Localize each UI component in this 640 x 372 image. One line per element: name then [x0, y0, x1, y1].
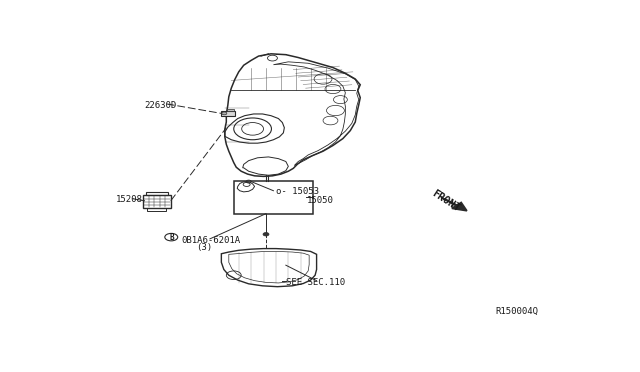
Bar: [143, 195, 171, 208]
Text: 15050: 15050: [307, 196, 334, 205]
Text: 22630D: 22630D: [145, 101, 177, 110]
Circle shape: [222, 112, 227, 115]
Text: 0B1A6-6201A: 0B1A6-6201A: [182, 236, 241, 246]
Bar: [146, 192, 168, 195]
Text: SEE SEC.110: SEE SEC.110: [286, 278, 345, 287]
Text: 15208: 15208: [116, 195, 143, 204]
Bar: [227, 109, 234, 111]
Circle shape: [263, 232, 269, 236]
Bar: [147, 208, 166, 211]
Bar: [221, 111, 236, 116]
Text: (3): (3): [196, 243, 212, 252]
FancyArrow shape: [442, 198, 467, 211]
Text: B: B: [170, 232, 175, 242]
Text: R150004Q: R150004Q: [495, 307, 539, 316]
Bar: [234, 181, 313, 214]
Text: o- 15053: o- 15053: [276, 187, 319, 196]
Text: FRONT: FRONT: [429, 188, 461, 214]
